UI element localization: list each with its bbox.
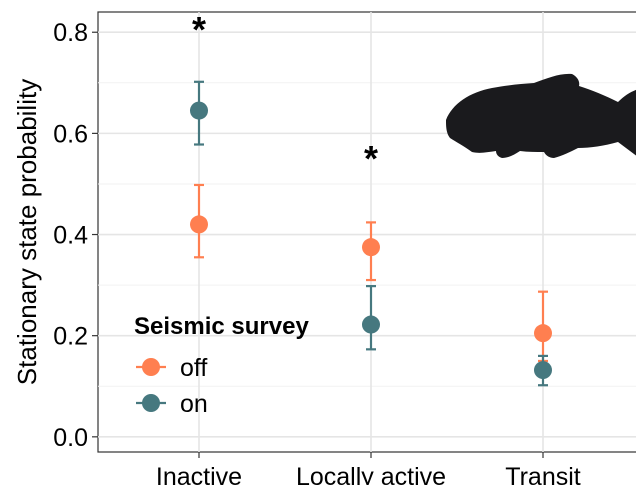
data-point <box>190 215 208 234</box>
y-tick-label: 0.8 <box>53 19 88 47</box>
data-point <box>534 324 552 343</box>
data-point <box>362 315 380 334</box>
y-tick-label: 0.0 <box>53 424 88 452</box>
x-tick-label: Locally active <box>296 463 446 485</box>
legend-label: off <box>180 354 207 382</box>
legend-key-point <box>142 358 160 376</box>
legend-label: on <box>180 390 208 418</box>
x-tick-label: Inactive <box>156 463 242 485</box>
legend-item-off: off <box>136 354 207 382</box>
y-tick-label: 0.2 <box>53 323 88 351</box>
series-on <box>190 80 552 387</box>
data-marks <box>190 80 552 387</box>
fish-silhouette-icon <box>446 73 636 158</box>
data-point <box>534 361 552 380</box>
significance-annotations: ** <box>192 9 378 179</box>
legend-entries: off on <box>136 354 208 418</box>
data-point <box>190 101 208 120</box>
y-axis-label: Stationary state probability <box>12 79 42 385</box>
significance-star: * <box>364 138 378 179</box>
data-point <box>362 238 380 257</box>
y-tick-label: 0.4 <box>53 222 88 250</box>
y-tick-label: 0.6 <box>53 120 88 148</box>
legend-title: Seismic survey <box>134 313 309 340</box>
y-axis: 0.0 0.2 0.4 0.6 0.8 <box>53 19 98 452</box>
legend: Seismic survey off on <box>134 313 309 418</box>
significance-star: * <box>192 9 206 50</box>
x-tick-label: Transit <box>505 463 581 485</box>
plot-panel-border <box>97 11 636 453</box>
legend-key-point <box>142 394 160 412</box>
legend-item-on: on <box>136 390 208 418</box>
series-off <box>190 183 552 363</box>
x-axis: Inactive Locally active Transit <box>156 452 581 485</box>
